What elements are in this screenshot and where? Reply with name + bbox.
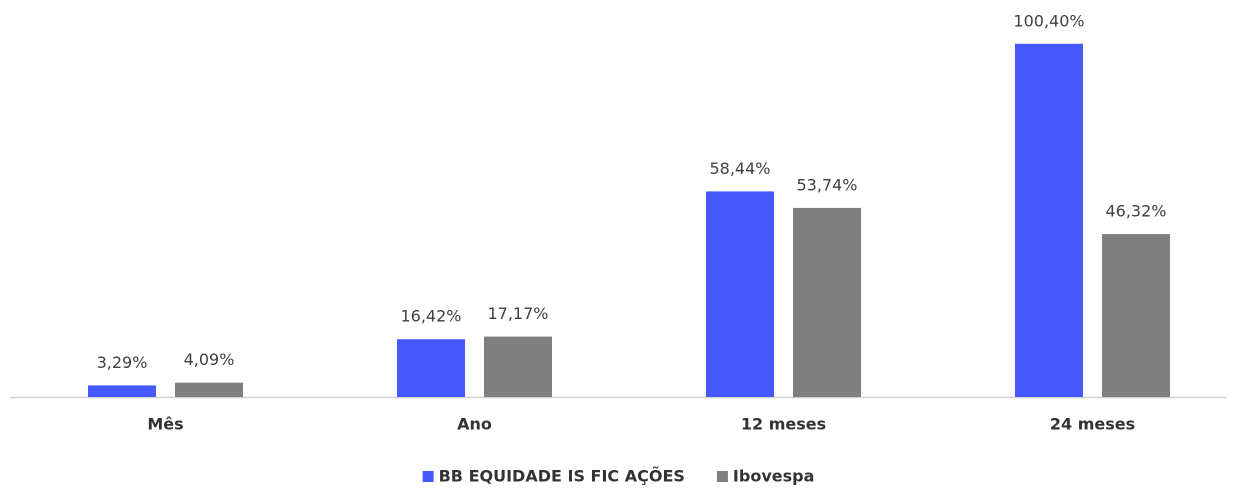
data-label: 4,09% bbox=[184, 350, 235, 369]
x-tick-label: Ano bbox=[457, 415, 492, 434]
data-label: 46,32% bbox=[1105, 202, 1166, 221]
bar bbox=[793, 207, 861, 397]
data-label: 58,44% bbox=[709, 159, 770, 178]
data-label: 100,40% bbox=[1013, 11, 1084, 30]
bar bbox=[484, 336, 552, 397]
legend-label: Ibovespa bbox=[733, 467, 814, 486]
legend-swatch bbox=[716, 471, 728, 482]
data-label: 53,74% bbox=[796, 175, 857, 194]
bar bbox=[1102, 234, 1170, 397]
data-label: 16,42% bbox=[400, 307, 461, 326]
legend-swatch bbox=[422, 471, 434, 482]
bar bbox=[397, 339, 465, 397]
x-tick-label: Mês bbox=[147, 415, 183, 434]
x-tick-label: 24 meses bbox=[1050, 415, 1135, 434]
data-label: 17,17% bbox=[487, 304, 548, 323]
bar bbox=[1015, 43, 1083, 398]
bar bbox=[88, 385, 156, 397]
data-label: 3,29% bbox=[97, 353, 148, 372]
x-tick-label: 12 meses bbox=[741, 415, 826, 434]
legend-label: BB EQUIDADE IS FIC AÇÕES bbox=[439, 467, 685, 486]
bar bbox=[706, 191, 774, 397]
bar bbox=[175, 382, 243, 397]
